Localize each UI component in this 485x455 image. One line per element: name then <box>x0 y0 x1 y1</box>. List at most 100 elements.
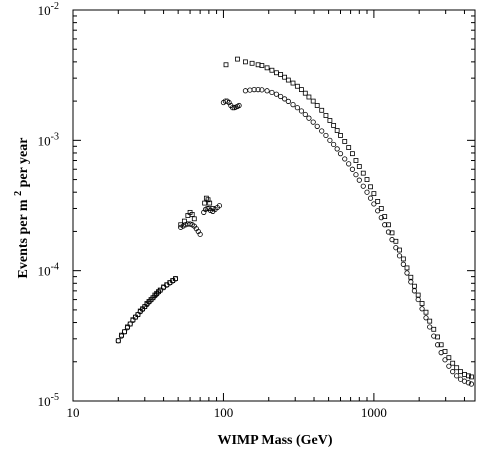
data-point-square <box>207 200 213 206</box>
y-tick-label-base: 10 <box>38 394 51 409</box>
data-point-square <box>356 164 362 169</box>
data-point-circle <box>385 229 392 235</box>
data-point-circle <box>264 88 270 94</box>
data-point-square <box>235 56 240 62</box>
data-point-square <box>450 360 456 366</box>
data-point-circle <box>431 333 437 339</box>
data-point-circle <box>434 342 441 348</box>
data-point-circle <box>337 151 344 157</box>
data-point-square <box>462 371 467 377</box>
y-axis-title-superscript: 2 <box>13 191 24 196</box>
data-point-square <box>243 59 248 65</box>
data-point-square <box>259 63 265 68</box>
y-axis-title-part-2: per year <box>16 138 31 188</box>
y-tick-label: 10-4 <box>38 262 59 279</box>
data-point-circle <box>282 96 288 102</box>
data-point-square <box>334 128 340 133</box>
x-axis-title: WIMP Mass (GeV) <box>217 433 332 448</box>
data-point-circle <box>197 231 203 237</box>
data-point-circle <box>331 141 337 148</box>
x-tick-label: 100 <box>214 405 234 420</box>
data-point-circle <box>419 306 425 312</box>
data-point-circle <box>115 338 121 344</box>
data-point-circle <box>465 380 472 386</box>
data-point-circle <box>259 87 265 93</box>
data-point-circle <box>242 88 249 94</box>
plot-area <box>72 9 476 402</box>
data-point-circle <box>255 87 261 93</box>
data-point-square <box>438 342 444 348</box>
data-point-square <box>346 145 352 150</box>
data-point-circle <box>353 172 359 178</box>
data-point-square <box>285 77 291 83</box>
y-tick-label: 10-3 <box>38 131 59 148</box>
data-point-circle <box>178 224 184 230</box>
data-point-square <box>249 60 255 66</box>
data-point-square <box>382 214 388 219</box>
data-point-circle <box>360 183 366 189</box>
data-point-square <box>397 247 402 253</box>
data-point-circle <box>327 137 333 143</box>
data-point-circle <box>396 253 403 259</box>
data-point-circle <box>427 324 433 330</box>
data-point-circle <box>364 189 370 195</box>
data-point-square <box>314 103 320 108</box>
data-point-circle <box>323 132 329 139</box>
data-point-square <box>423 309 429 315</box>
data-point-square <box>269 67 275 73</box>
data-point-circle <box>132 314 139 320</box>
data-point-circle <box>378 215 384 221</box>
data-point-square <box>415 292 421 298</box>
data-point-circle <box>157 287 163 294</box>
data-point-square <box>412 283 417 289</box>
data-point-circle <box>251 87 257 93</box>
data-point-square <box>350 151 355 157</box>
y-tick-label-base: 10 <box>38 133 51 148</box>
data-point-square <box>353 158 359 163</box>
data-point-square <box>466 373 471 379</box>
data-point-circle <box>408 279 414 285</box>
data-point-square <box>191 216 197 222</box>
y-tick-label-exponent: -5 <box>51 392 59 403</box>
data-point-circle <box>393 245 399 251</box>
x-tick-label: 1000 <box>361 405 387 420</box>
y-tick-label-exponent: -3 <box>51 131 59 142</box>
data-point-square <box>299 87 304 93</box>
data-point-circle <box>382 222 388 228</box>
data-point-circle <box>319 128 325 134</box>
data-point-circle <box>415 296 421 303</box>
data-point-circle <box>342 156 348 162</box>
data-point-square <box>378 206 384 211</box>
data-point-circle <box>367 195 374 201</box>
data-point-square <box>342 139 348 144</box>
y-tick-label-base: 10 <box>38 3 51 18</box>
y-axis-title: Events per m 2 per year <box>10 138 31 279</box>
data-point-circle <box>124 325 131 331</box>
data-point-circle <box>207 207 214 214</box>
data-point-circle <box>375 208 381 214</box>
data-point-circle <box>298 108 305 114</box>
data-point-circle <box>160 285 167 291</box>
data-point-circle <box>446 363 452 369</box>
data-point-circle <box>121 329 128 335</box>
data-point-circle <box>454 373 460 379</box>
data-point-circle <box>247 87 253 93</box>
data-point-square <box>331 123 337 128</box>
data-point-circle <box>294 105 300 111</box>
data-point-circle <box>400 261 406 267</box>
data-point-circle <box>302 111 308 118</box>
data-point-square <box>408 274 414 280</box>
data-point-circle <box>290 102 296 108</box>
data-point-circle <box>450 369 456 375</box>
data-point-square <box>306 94 312 100</box>
data-point-square <box>274 70 279 76</box>
data-point-circle <box>356 177 362 183</box>
data-point-circle <box>334 146 340 152</box>
data-point-circle <box>216 203 223 209</box>
y-tick-label-exponent: -4 <box>51 262 59 273</box>
data-point-square <box>458 369 463 375</box>
data-point-square <box>278 72 284 77</box>
data-point-square <box>360 170 366 176</box>
